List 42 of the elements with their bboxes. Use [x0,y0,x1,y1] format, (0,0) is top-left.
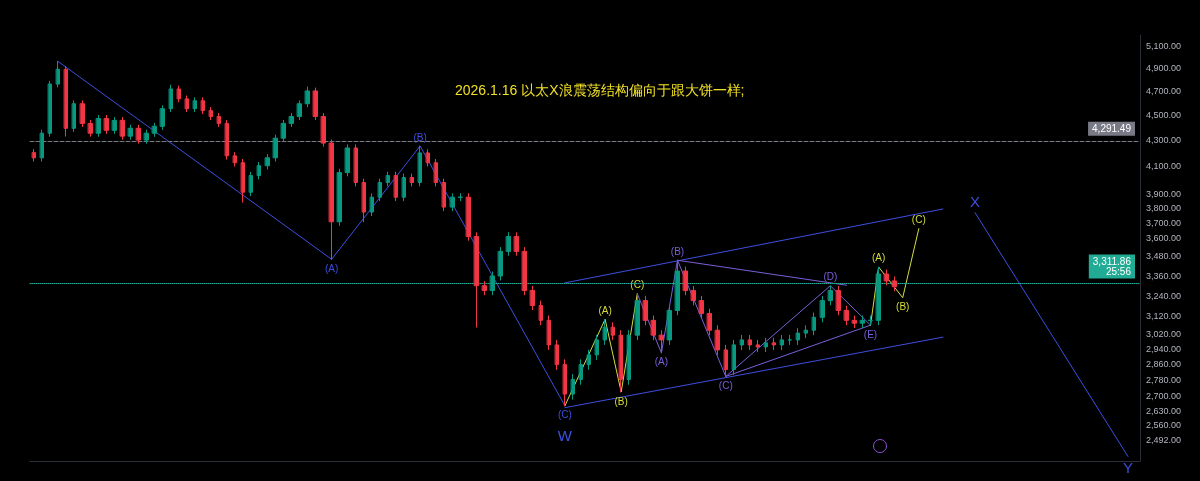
y-tick-label: 2,780.00 [1146,375,1182,386]
data-label: (C) [718,379,733,391]
data-label: (C) [557,409,572,421]
y-tick-label: 3,900.00 [1146,188,1182,199]
data-label: (C) [630,279,645,291]
y-tick-label: 4,100.00 [1146,160,1182,171]
data-label: X [970,192,981,210]
y-tick-label: 3,700.00 [1146,217,1182,228]
data-label: W [557,426,573,444]
y-tick-label: 2,860.00 [1146,359,1182,370]
data-label: (C) [911,214,926,226]
data-label: Y [1122,459,1133,477]
data-label: (E) [863,328,878,340]
y-tick-label: 5,100.00 [1146,40,1182,51]
y-tick-label: 3,480.00 [1146,251,1182,262]
data-label: (A) [654,356,669,368]
ref-line-label: 3,311.86 25:56 [1092,256,1132,278]
y-tick-label: 3,600.00 [1146,232,1182,243]
y-tick-label: 2,630.00 [1146,405,1182,416]
y-tick-label: 4,500.00 [1146,109,1182,120]
y-tick-label: 2,492.00 [1146,435,1182,446]
y-tick-label: 3,360.00 [1146,270,1182,281]
y-tick-label: 4,300.00 [1146,134,1182,145]
y-tick-label: 3,240.00 [1146,290,1182,301]
data-label: (B) [670,245,685,257]
y-tick-label: 2,940.00 [1146,344,1182,355]
data-label: (A) [871,252,886,264]
data-label: (A) [598,304,612,316]
y-tick-label: 2,560.00 [1146,420,1182,431]
y-tick-label: 4,700.00 [1146,85,1182,96]
y-tick-label: 3,120.00 [1146,311,1182,322]
y-tick-label: 3,800.00 [1146,202,1182,213]
text: 2026.1.16 以太X浪震荡结构偏向于跟大饼一样; [455,82,745,98]
ref-line-label: 4,291.49 [1092,123,1132,135]
y-tick-label: 3,020.00 [1146,329,1182,340]
data-label: (B) [614,395,628,407]
data-label: (B) [413,131,427,143]
data-label: (A) [324,262,339,274]
y-tick-label: 4,900.00 [1146,62,1182,73]
y-tick-label: 2,700.00 [1146,391,1182,402]
data-label: (D) [823,271,838,283]
data-label: (B) [896,301,910,313]
